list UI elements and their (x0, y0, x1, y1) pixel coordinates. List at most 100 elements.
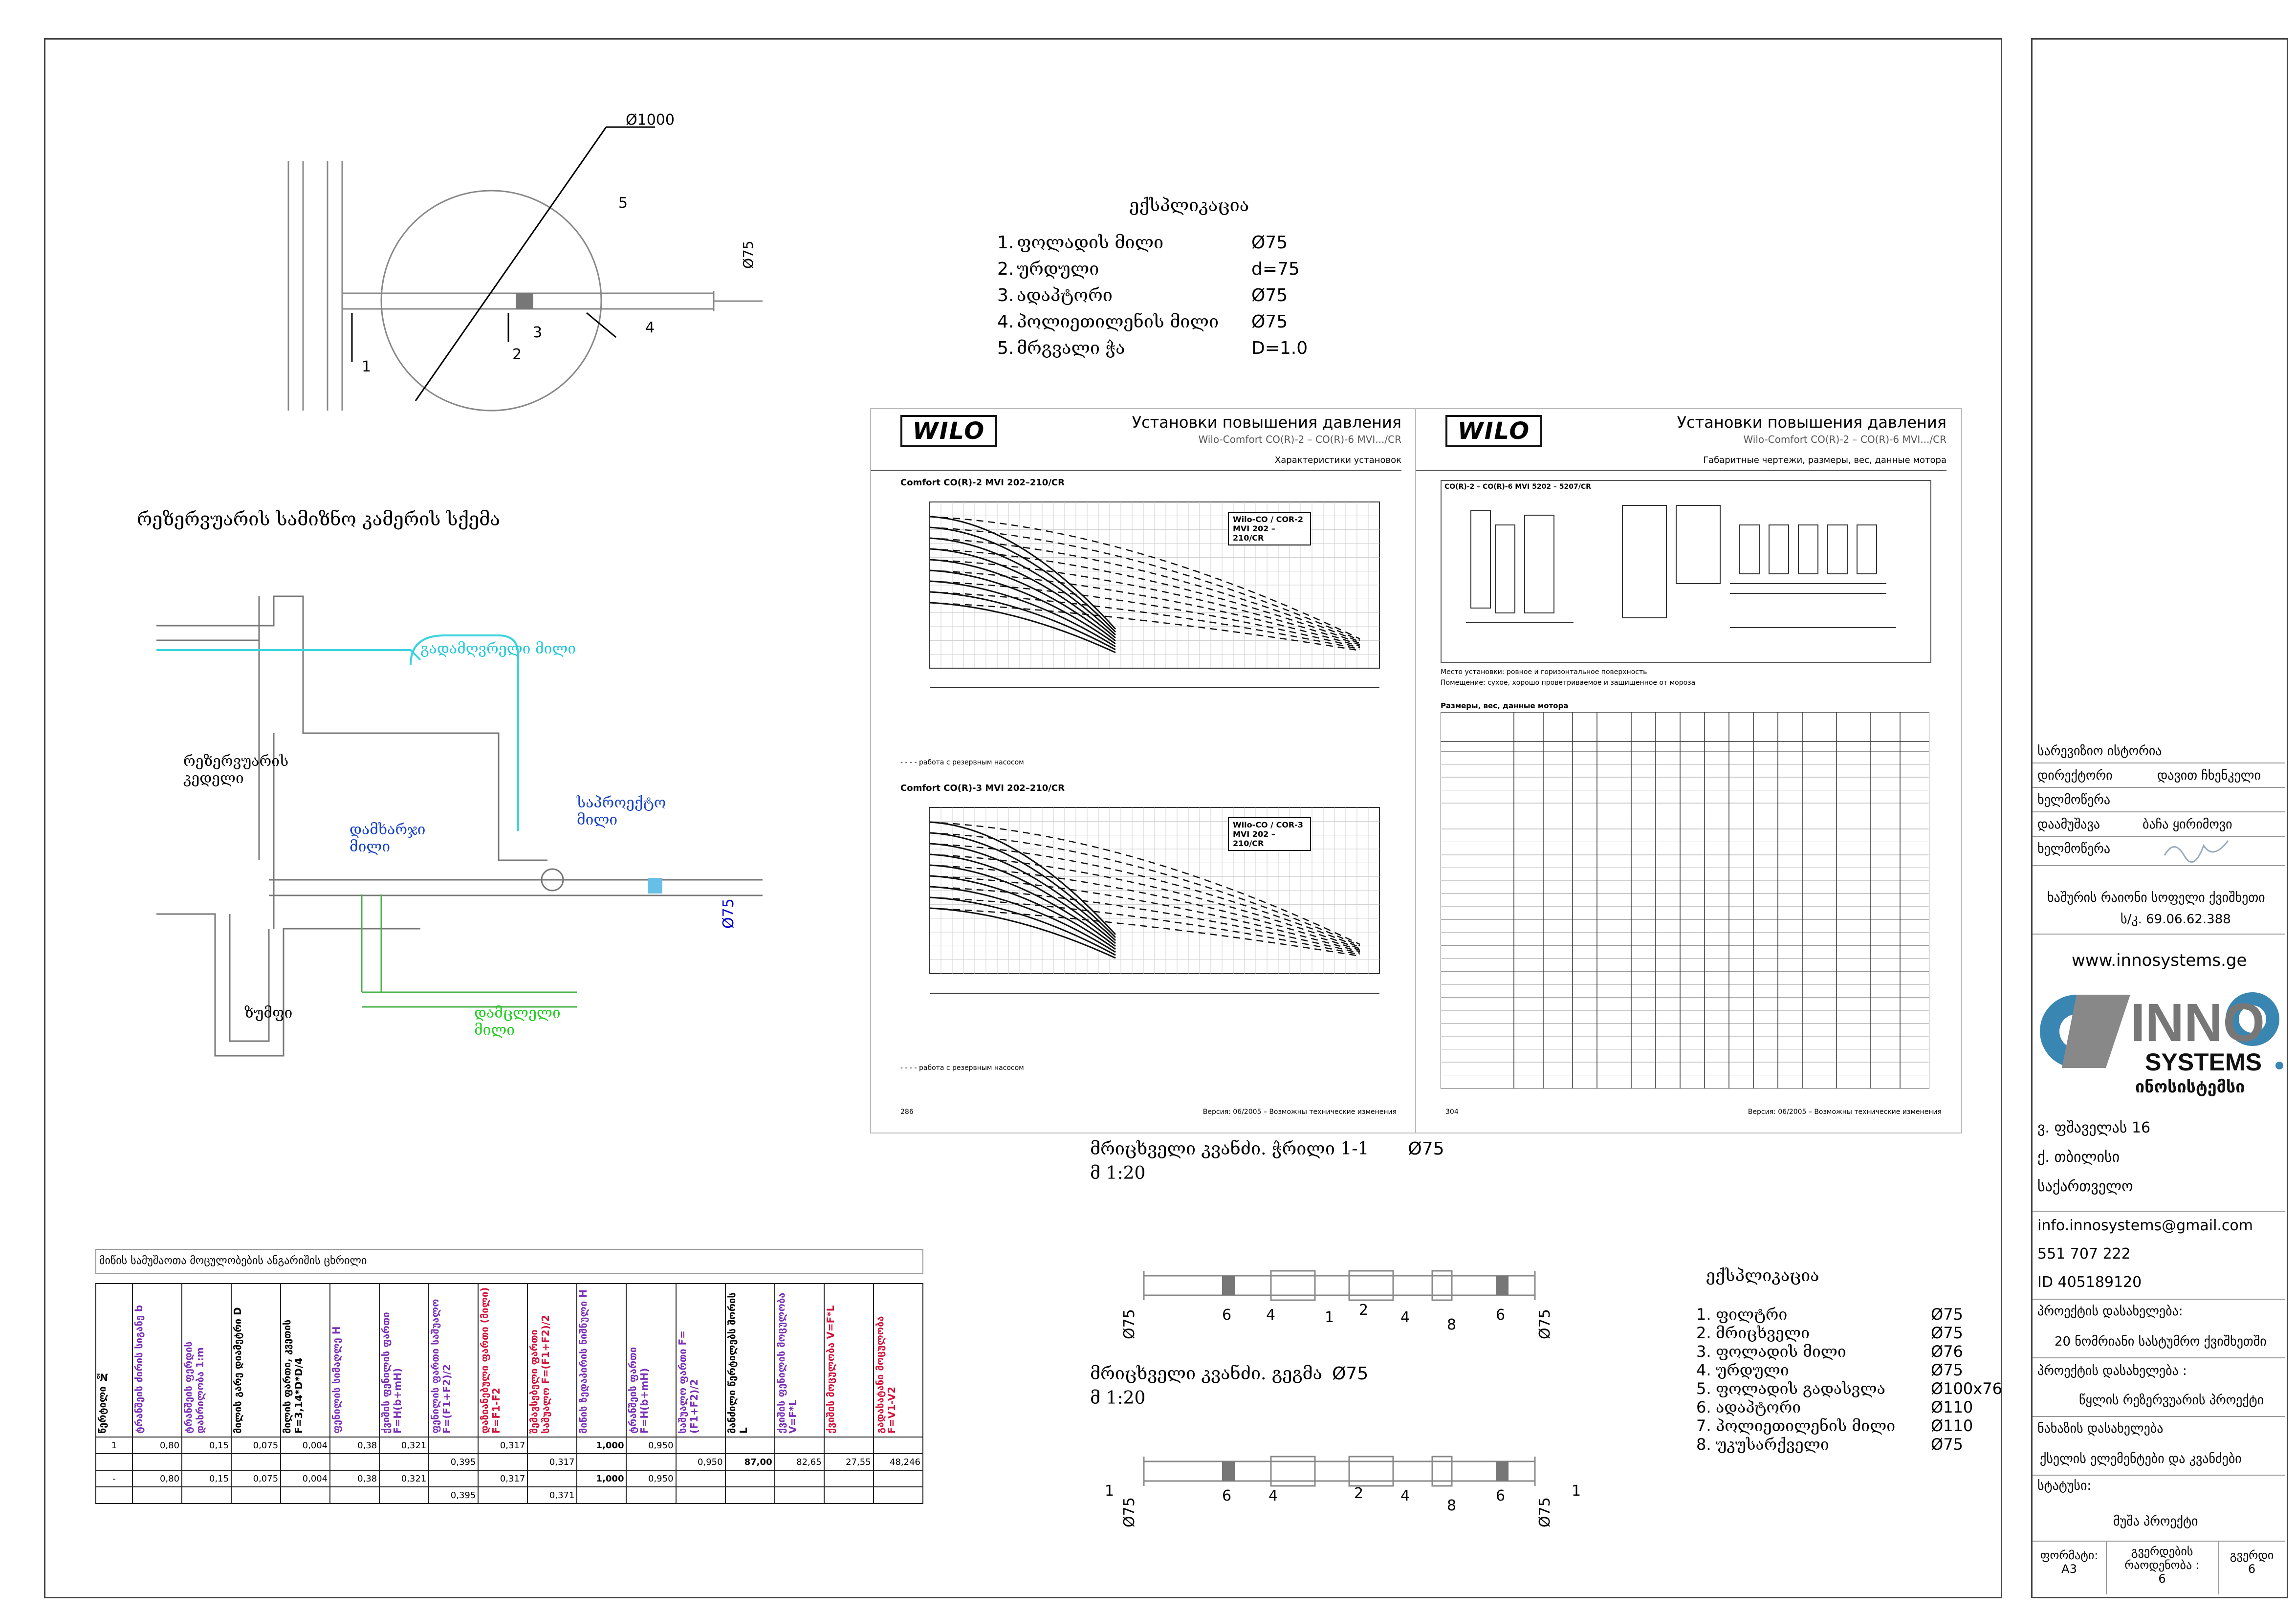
wilo-version: Версия: 06/2005 – Возможны технические и… (1748, 1108, 1942, 1116)
pump-curve (929, 559, 1116, 642)
table-cell (231, 1453, 282, 1471)
table-header-cell: შემავსებელი ფართი საშუალო F=(F1+F2)/2 (527, 1283, 578, 1438)
revision-row: სარევიზიო ისტორია (2033, 738, 2285, 763)
legend-title: ექსპლიკაცია (1706, 1266, 1819, 1285)
sheet-name: ქსელის ელემენტები და კვანძები (2040, 1452, 2242, 1466)
label-tank-wall: რეზერვუარის კედელი (183, 753, 289, 787)
table-row: 1 0,80 0,15 0,075 0,004 0,38 0,321 0,317 1,000 0,… (95, 1437, 924, 1454)
svg-text:6: 6 (1496, 1487, 1505, 1504)
table-cell: 0,15 (181, 1470, 232, 1487)
wilo-band: Габаритные чертежи, размеры, вес, данные… (1416, 453, 1946, 471)
dimension-table-grid (1441, 712, 1929, 1089)
table-cell: 0,004 (280, 1437, 331, 1454)
table-cell: 0,075 (231, 1470, 282, 1487)
pump-curve (929, 886, 1116, 953)
table-cell: 0,38 (329, 1470, 380, 1487)
label-sump: ზუმფი (244, 1004, 293, 1022)
svg-text:4: 4 (1400, 1487, 1410, 1504)
chart2-title: Comfort CO(R)-3 MVI 202–210/CR (900, 783, 1065, 793)
table-header-cell: ქვიშის ფენილის მოცულობა V=F*L (774, 1283, 825, 1438)
pump-curve-reserve (929, 896, 1360, 956)
pump-curve (929, 843, 1116, 941)
label-fill-pipe: დამხარჯი მილი (350, 821, 426, 855)
pump-curve (929, 853, 1116, 944)
table-cell: 0,15 (181, 1437, 232, 1454)
table-header-cell: მილის გარე დიამეტრი D (231, 1283, 282, 1438)
table-header-cell: ტრანშეის ფართი F=H(b+mH) (626, 1283, 677, 1438)
table-header-cell: ფენილის სიმაღლე H (329, 1283, 380, 1438)
company-row: ხაშურის რაიონი სოფელი ქვიშხეთი (2047, 891, 2265, 905)
chart1-footnote: - - - - работа с резервным насосом (900, 759, 1024, 766)
dimension-drawing-box: CO(R)-2 – CO(R)-6 MVI 5202 – 5207/CR (1441, 480, 1931, 663)
legend-title: ექსპლიკაცია (1129, 196, 1249, 216)
pump-curve-reserve (929, 569, 1360, 647)
pump-set-drawing (1466, 505, 1896, 628)
phone[interactable]: 551 707 222 (2037, 1245, 2131, 1263)
table-row: 0,395 0,317 0,950 87,00 82,65 27,55 48,246 (95, 1453, 924, 1471)
table-cell (280, 1453, 331, 1471)
pump-curve-chart-1 (929, 501, 1380, 688)
table-cell (724, 1486, 775, 1504)
wilo-version: Версия: 06/2005 – Возможны технические и… (1203, 1108, 1397, 1116)
pump-curve (929, 896, 1116, 956)
pipe-dia-label: Ø75 (740, 240, 756, 269)
legend-item: 6. ადაპტორი Ø110 (1696, 1398, 1973, 1416)
section-plan-title: მრიცხველი კვანძი. გეგმა Ø75 (1090, 1364, 1369, 1384)
address-line-2: ქ. თბილისი (2037, 1149, 2120, 1166)
table-cell (823, 1437, 874, 1454)
table-cell (873, 1437, 924, 1454)
svg-text:8: 8 (1447, 1497, 1456, 1514)
legend-item: 2. მრიცხველი Ø75 (1696, 1324, 1963, 1342)
email[interactable]: info.innosystems@gmail.com (2037, 1217, 2253, 1234)
svg-text:2: 2 (1359, 1302, 1368, 1319)
svg-text:8: 8 (1447, 1316, 1456, 1333)
sheet-name-label: ნახაზის დასახელება (2037, 1421, 2164, 1436)
table-cell: 0,075 (231, 1437, 282, 1454)
table-header-cell: ტრანშეის ძირის სიგანე b (131, 1283, 183, 1438)
table-header-cell: ქვიშის ფენილის ფართი F=H(b+mH) (379, 1283, 430, 1438)
address-line-1: ვ. ფშაველას 16 (2037, 1119, 2151, 1136)
table-cell (181, 1453, 232, 1471)
table-cell: 0,950 (626, 1470, 677, 1487)
table-header-cell: წერტილი № (95, 1283, 133, 1438)
website[interactable]: www.innosystems.ge (2072, 951, 2247, 970)
page-cell: გვერდი 6 (2230, 1548, 2274, 1576)
section-long-scale: მ 1:20 (1090, 1163, 1146, 1183)
legend-item: 3. ადაპტორი Ø75 (997, 285, 1288, 305)
table-header-cell: ფენილის ფართი საშუალო F=(F1+F2)/2 (428, 1283, 479, 1438)
table-cell: 0,321 (379, 1437, 430, 1454)
pump-curve-reserve (929, 516, 1360, 640)
svg-text:ინოსისტემსი: ინოსისტემსი (2135, 1077, 2245, 1097)
callout-4: 4 (645, 319, 655, 336)
pump-curve (929, 602, 1116, 654)
pump-curve-reserve (929, 864, 1360, 951)
svg-text:6: 6 (1222, 1307, 1231, 1324)
chart2-footnote: - - - - работа с резервным насосом (900, 1064, 1024, 1072)
table-cell: 0,317 (527, 1453, 578, 1471)
table-cell (280, 1486, 331, 1504)
pump-curve (929, 548, 1116, 639)
signature-row: ხელმოწერა (2033, 787, 2285, 812)
table-cell (527, 1470, 578, 1487)
table-cell: 0,004 (280, 1470, 331, 1487)
status: მუშა პროექტი (2113, 1514, 2198, 1529)
address-line-3: საქართველო (2037, 1178, 2133, 1195)
table-cell (329, 1453, 380, 1471)
table-cell (379, 1453, 430, 1471)
table-cell (774, 1437, 825, 1454)
svg-text:Ø75: Ø75 (1121, 1309, 1138, 1339)
format-cell: ფორმატი: A3 (2033, 1541, 2107, 1594)
table-cell (774, 1470, 825, 1487)
table-cell (181, 1486, 232, 1504)
table-cell: 0,317 (478, 1470, 528, 1487)
callout-1: 1 (362, 358, 371, 375)
wilo-page-number: 304 (1445, 1108, 1459, 1116)
table-cell (95, 1453, 133, 1471)
svg-text:1: 1 (1325, 1309, 1334, 1326)
pump-curve (929, 821, 1116, 936)
table-cell: 82,65 (774, 1453, 825, 1471)
table-cell: 0,80 (131, 1437, 183, 1454)
install-note-1: Место установки: ровное и горизонтальное… (1441, 668, 1647, 676)
table-cell (131, 1486, 183, 1504)
table-cell (478, 1453, 528, 1471)
